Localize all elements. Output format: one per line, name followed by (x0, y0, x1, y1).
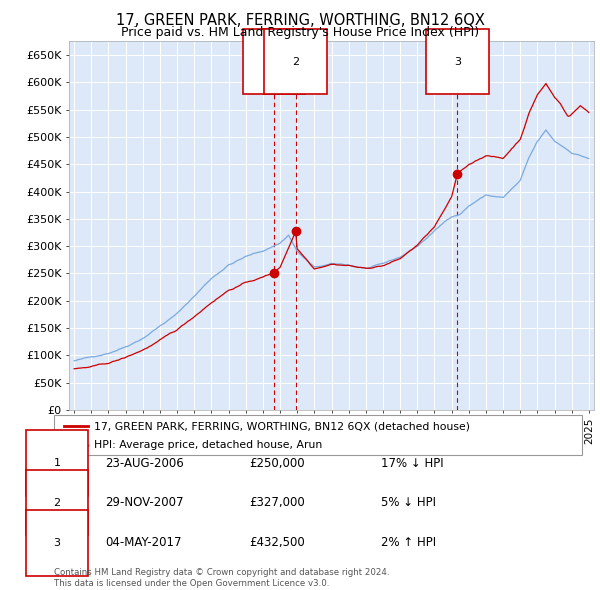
Text: 17, GREEN PARK, FERRING, WORTHING, BN12 6QX (detached house): 17, GREEN PARK, FERRING, WORTHING, BN12 … (94, 421, 470, 431)
Text: £250,000: £250,000 (249, 457, 305, 470)
Text: Price paid vs. HM Land Registry's House Price Index (HPI): Price paid vs. HM Land Registry's House … (121, 26, 479, 39)
Text: 23-AUG-2006: 23-AUG-2006 (105, 457, 184, 470)
Text: £432,500: £432,500 (249, 536, 305, 549)
Text: 1: 1 (53, 458, 61, 468)
Text: 2% ↑ HPI: 2% ↑ HPI (381, 536, 436, 549)
Text: 17, GREEN PARK, FERRING, WORTHING, BN12 6QX: 17, GREEN PARK, FERRING, WORTHING, BN12 … (116, 13, 484, 28)
Text: 5% ↓ HPI: 5% ↓ HPI (381, 496, 436, 509)
Text: 04-MAY-2017: 04-MAY-2017 (105, 536, 182, 549)
Text: 17% ↓ HPI: 17% ↓ HPI (381, 457, 443, 470)
Text: HPI: Average price, detached house, Arun: HPI: Average price, detached house, Arun (94, 440, 322, 450)
Text: 3: 3 (454, 57, 461, 67)
Text: 29-NOV-2007: 29-NOV-2007 (105, 496, 184, 509)
Text: 2: 2 (53, 498, 61, 507)
Text: 2: 2 (292, 57, 299, 67)
Text: 1: 1 (271, 57, 277, 67)
Text: 3: 3 (53, 538, 61, 548)
Text: £327,000: £327,000 (249, 496, 305, 509)
Text: Contains HM Land Registry data © Crown copyright and database right 2024.
This d: Contains HM Land Registry data © Crown c… (54, 568, 389, 588)
